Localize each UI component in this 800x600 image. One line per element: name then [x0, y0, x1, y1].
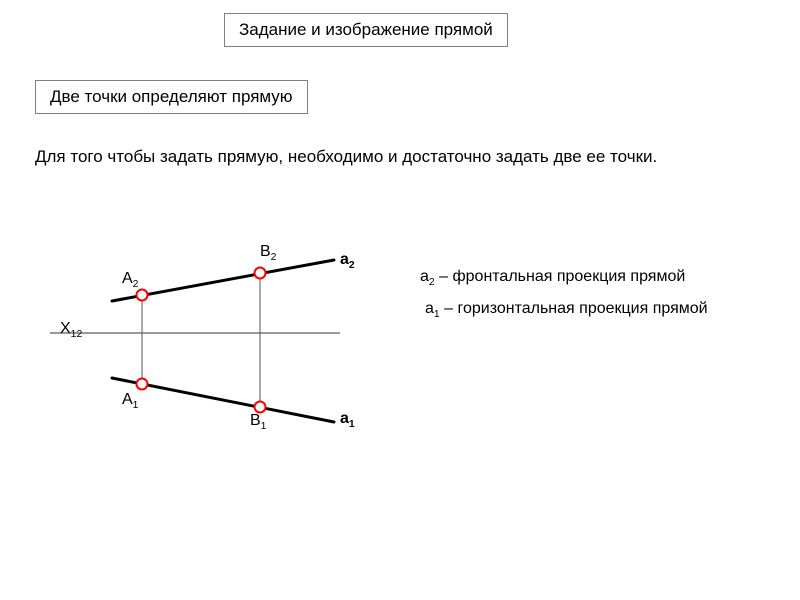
label-a2: а2: [340, 251, 355, 271]
label-B2: В2: [260, 243, 276, 263]
label-main: В: [250, 412, 261, 429]
legend-text: – фронтальная проекция прямой: [435, 268, 686, 285]
legend-line-2: а1 – горизонтальная проекция прямой: [425, 300, 708, 320]
legend-text: – горизонтальная проекция прямой: [440, 300, 708, 317]
label-X12: Х12: [60, 320, 82, 340]
label-A2: А2: [122, 270, 138, 290]
label-sub: 2: [271, 252, 277, 263]
label-B1: В1: [250, 412, 266, 432]
label-sub: 2: [349, 260, 355, 271]
diagram-labels: Х12А2В2А1В1а2а1: [50, 240, 390, 470]
label-main: А: [122, 270, 133, 287]
label-sub: 12: [71, 329, 83, 340]
label-sub: 1: [349, 419, 355, 430]
label-a1: а1: [340, 410, 355, 430]
label-sub: 1: [133, 400, 139, 411]
label-main: а: [340, 410, 349, 427]
main-title-box: Задание и изображение прямой: [224, 13, 508, 47]
legend-symbol: а1: [425, 300, 440, 317]
label-A1: А1: [122, 391, 138, 411]
description-text: Для того чтобы задать прямую, необходимо…: [35, 145, 755, 169]
legend-line-1: а2 – фронтальная проекция прямой: [420, 268, 685, 288]
subtitle-box: Две точки определяют прямую: [35, 80, 308, 114]
label-main: А: [122, 391, 133, 408]
label-main: а: [340, 251, 349, 268]
label-sub: 2: [133, 279, 139, 290]
label-main: Х: [60, 320, 71, 337]
legend-symbol: а2: [420, 268, 435, 285]
label-main: В: [260, 243, 271, 260]
label-sub: 1: [261, 421, 267, 432]
